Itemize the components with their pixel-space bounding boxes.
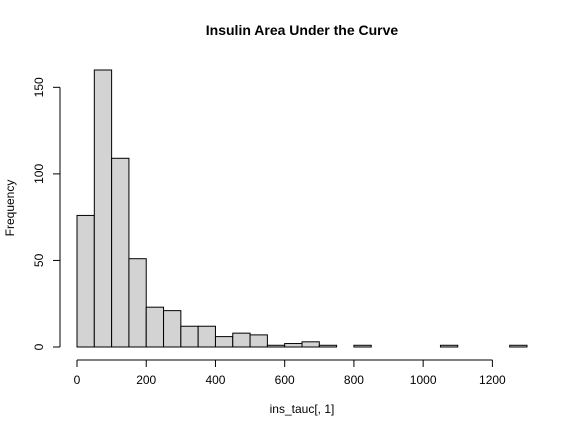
histogram-bar-2 (111, 157, 130, 348)
y-tick-label-3: 150 (32, 77, 46, 97)
histogram-bar-1 (93, 69, 113, 348)
histogram-bar-10 (249, 334, 268, 348)
histogram-bar-5 (163, 310, 182, 348)
y-tick-label-2: 100 (32, 164, 46, 184)
bars-group (76, 69, 528, 348)
histogram-bar-14 (318, 344, 338, 348)
x-tick-label-6: 1200 (479, 373, 506, 387)
histogram-bar-12 (284, 343, 303, 348)
histogram-bar-0 (76, 214, 95, 348)
histogram-bar-7 (197, 325, 216, 348)
histogram-bar-11 (266, 344, 286, 348)
histogram-bar-16 (353, 344, 372, 348)
y-tick-label-1: 50 (32, 253, 46, 267)
histogram-bar-8 (214, 336, 234, 348)
x-tick-label-0: 0 (74, 373, 81, 387)
x-tick-label-2: 400 (205, 373, 225, 387)
x-tick-label-4: 800 (344, 373, 364, 387)
y-axis: 0 50 100 150 (32, 77, 61, 350)
x-axis: 0 200 400 600 800 1000 1200 (74, 359, 506, 387)
x-tick-label-5: 1000 (410, 373, 437, 387)
histogram-bar-3 (128, 258, 147, 348)
x-axis-label: ins_tauc[, 1] (270, 402, 335, 416)
histogram-bar-13 (301, 341, 320, 348)
x-tick-label-3: 600 (275, 373, 295, 387)
y-tick-label-0: 0 (32, 343, 46, 350)
x-tick-label-1: 200 (136, 373, 156, 387)
histogram-bar-6 (180, 325, 199, 348)
chart-title: Insulin Area Under the Curve (206, 22, 399, 38)
histogram-bar-25 (509, 344, 528, 348)
histogram-bar-21 (439, 344, 459, 348)
y-axis-label: Frequency (3, 180, 17, 237)
histogram-bar-4 (145, 306, 165, 348)
histogram-bar-9 (232, 332, 251, 348)
